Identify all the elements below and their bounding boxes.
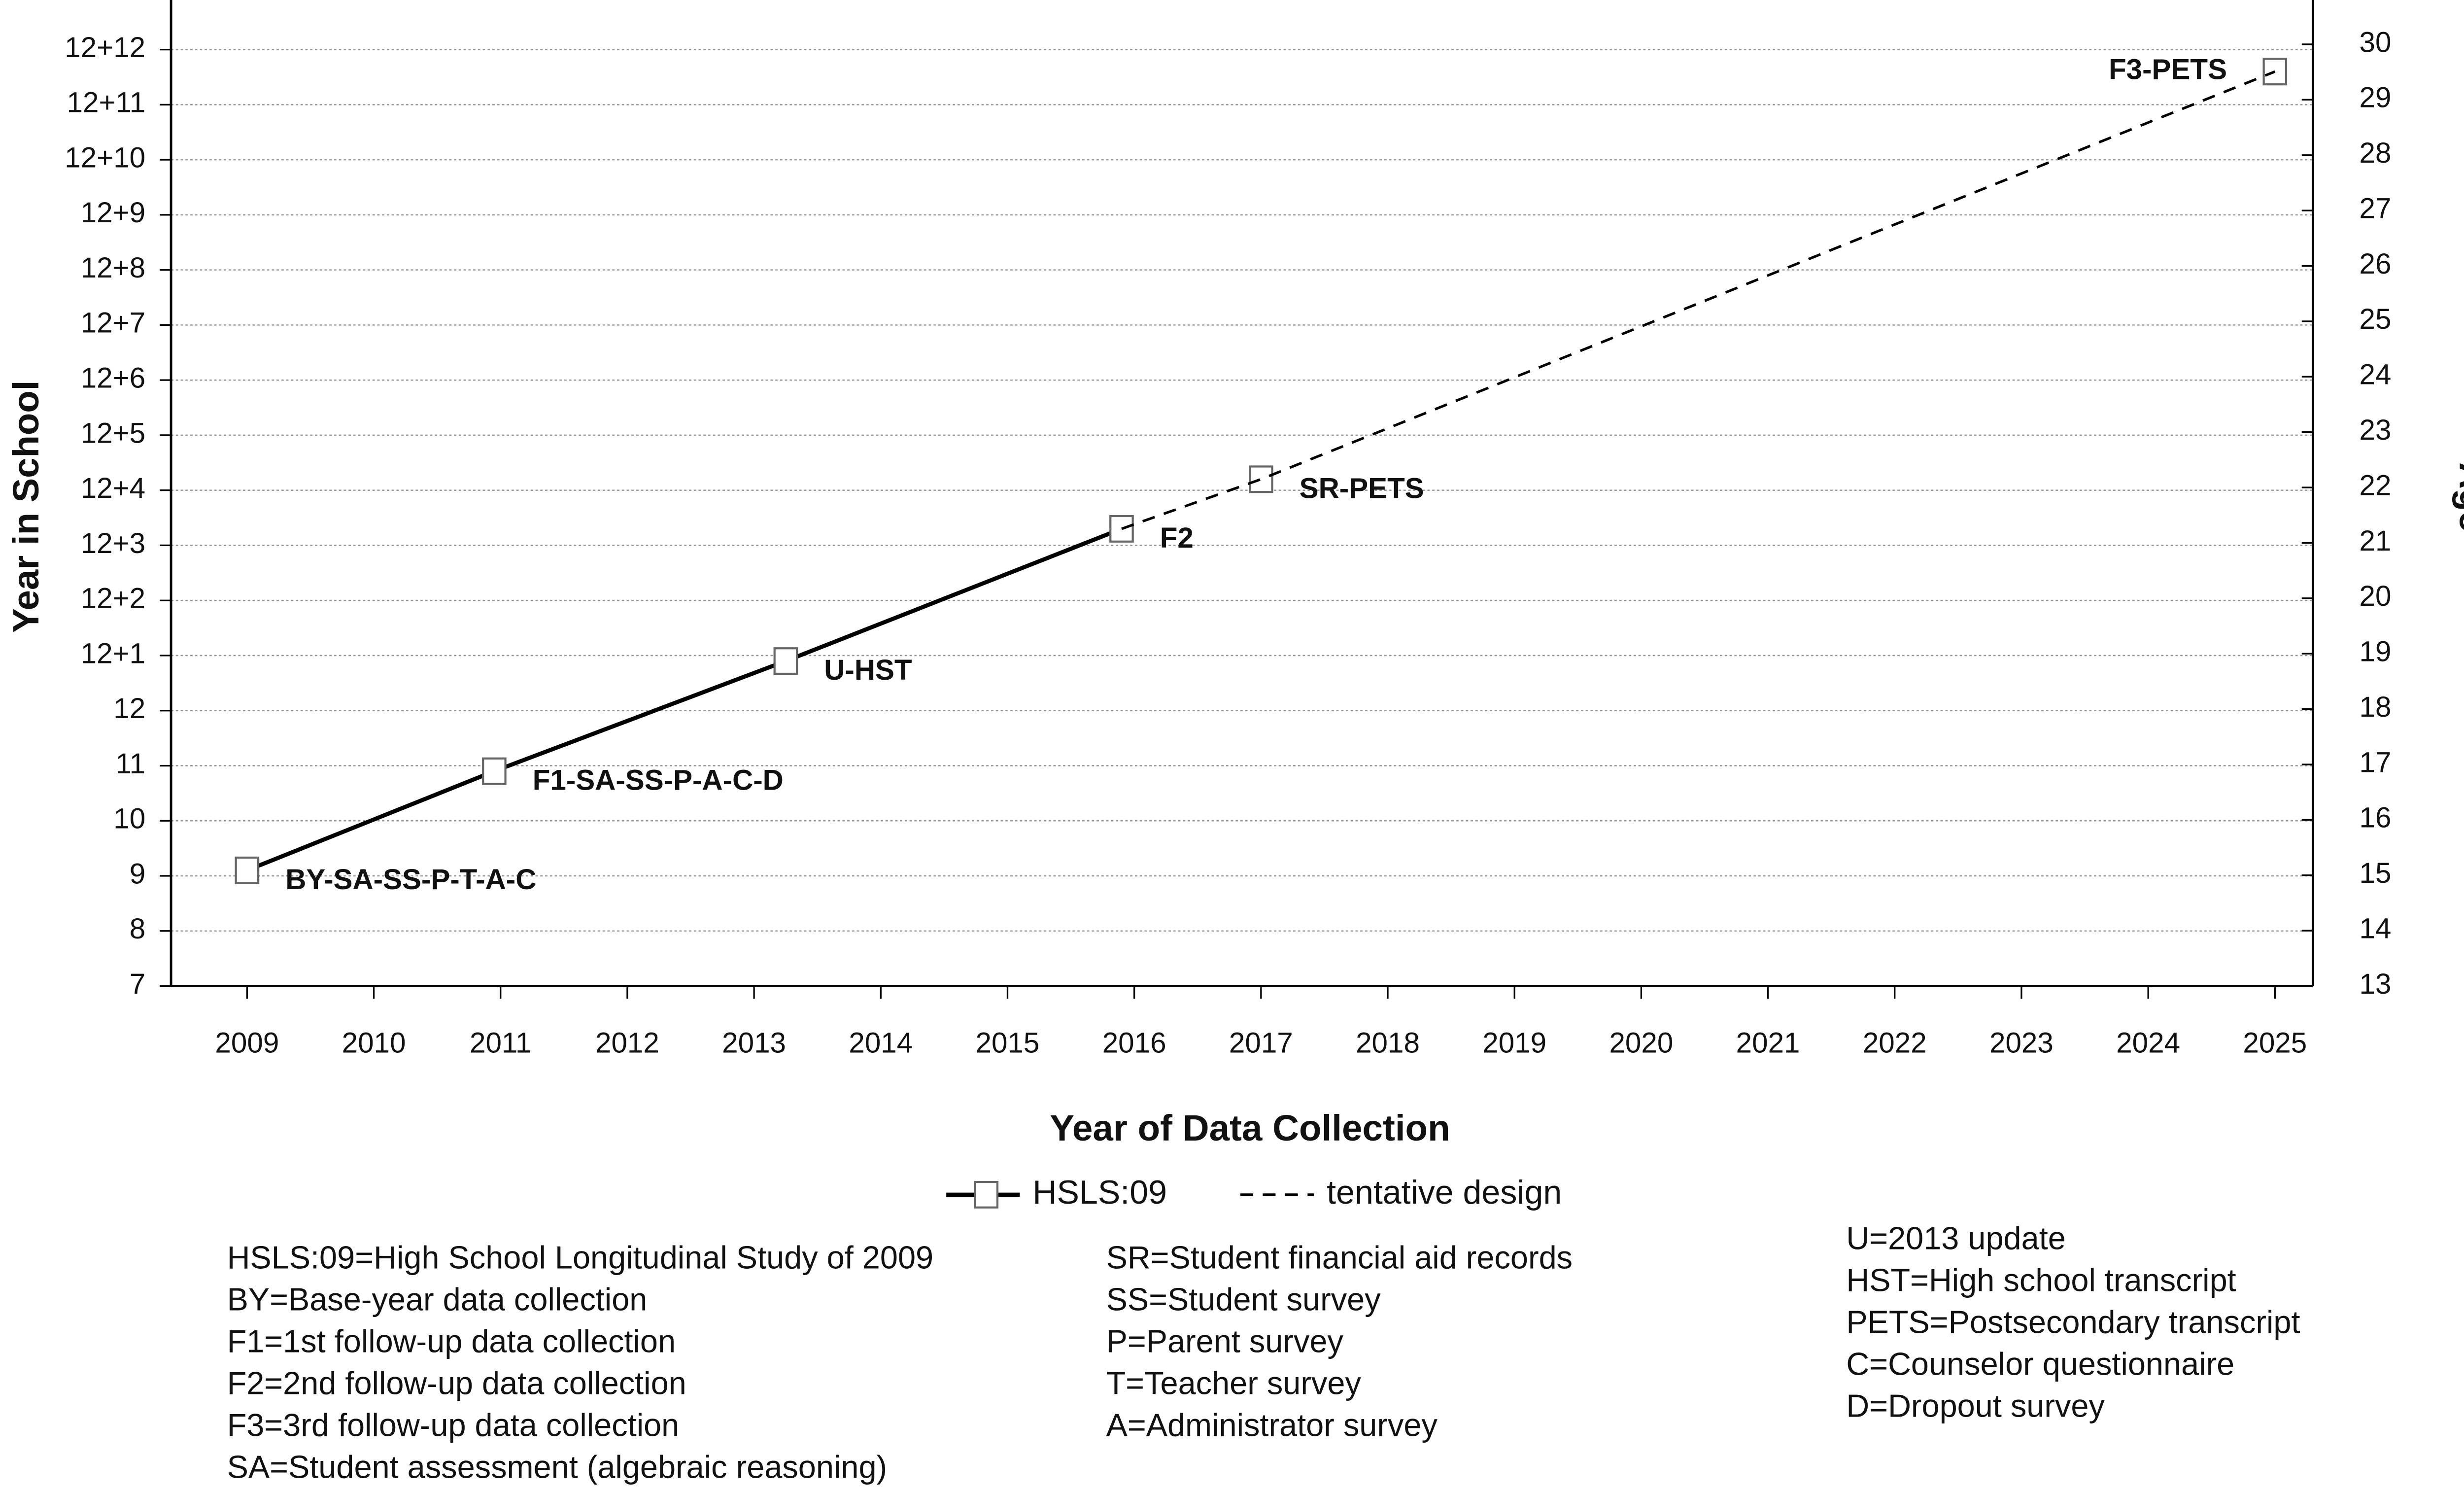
point-label: F3-PETS — [2109, 54, 2227, 86]
point-marker — [1109, 515, 1134, 543]
note: HSLS:09=High School Longitudinal Study o… — [227, 1240, 934, 1276]
note: SS=Student survey — [1106, 1282, 1381, 1318]
note: D=Dropout survey — [1846, 1388, 2105, 1424]
y2-tick-label: 19 — [2360, 636, 2392, 668]
y2-tick-label: 18 — [2360, 691, 2392, 723]
note: SR=Student financial aid records — [1106, 1240, 1573, 1276]
y-tick-label: 12+8 — [81, 252, 145, 284]
series-segment — [493, 659, 787, 773]
point-marker — [2262, 58, 2288, 86]
y2-tick-label: 16 — [2360, 802, 2392, 834]
y-tick-label: 12+2 — [81, 583, 145, 615]
y-tick-label: 12+9 — [81, 197, 145, 229]
note: PETS=Postsecondary transcript — [1846, 1304, 2300, 1340]
y2-tick-label: 15 — [2360, 857, 2392, 889]
y-tick-label: 12+6 — [81, 362, 145, 394]
y-tick-label: 7 — [130, 968, 145, 1000]
point-label: SR-PETS — [1300, 472, 1424, 504]
y2-tick-label: 23 — [2360, 414, 2392, 446]
note: A=Administrator survey — [1106, 1407, 1438, 1443]
y-tick-label: 12+12 — [65, 32, 145, 64]
y2-tick-label: 25 — [2360, 303, 2392, 335]
y-tick-label: 8 — [130, 913, 145, 945]
x-tick-label: 2025 — [2243, 1027, 2307, 1059]
x-tick-label: 2015 — [976, 1027, 1040, 1059]
y-tick-label: 12+5 — [81, 417, 145, 449]
y-tick-label: 12+3 — [81, 527, 145, 559]
x-tick-label: 2021 — [1736, 1027, 1800, 1059]
series-segment — [246, 769, 495, 872]
y2-axis-title: Age — [2452, 462, 2464, 531]
x-tick-label: 2020 — [1609, 1027, 1673, 1059]
point-label: F2 — [1160, 522, 1194, 554]
note: F3=3rd follow-up data collection — [227, 1407, 680, 1443]
x-tick-label: 2009 — [215, 1027, 279, 1059]
note: F2=2nd follow-up data collection — [227, 1365, 686, 1401]
note: BY=Base-year data collection — [227, 1282, 648, 1318]
point-label: U-HST — [824, 654, 912, 686]
note: SA=Student assessment (algebraic reasoni… — [227, 1449, 888, 1485]
point-label: BY-SA-SS-P-T-A-C — [285, 864, 536, 896]
y-tick-label: 10 — [113, 803, 145, 835]
y-tick-label: 12 — [113, 693, 145, 725]
legend-label: tentative design — [1327, 1174, 1562, 1211]
y2-tick-label: 21 — [2360, 525, 2392, 557]
note: C=Counselor questionnaire — [1846, 1346, 2234, 1382]
y2-tick-label: 27 — [2360, 193, 2392, 225]
x-tick-label: 2010 — [342, 1027, 406, 1059]
x-tick-label: 2022 — [1863, 1027, 1927, 1059]
note: P=Parent survey — [1106, 1323, 1344, 1359]
y-tick-label: 12+11 — [67, 87, 146, 119]
series-line — [1121, 70, 2276, 530]
y-tick-label: 12+4 — [81, 472, 145, 504]
y2-tick-label: 29 — [2360, 82, 2392, 114]
point-marker — [482, 757, 507, 785]
y2-tick-label: 14 — [2360, 913, 2392, 945]
y-tick-label: 12+1 — [81, 637, 145, 669]
y2-tick-label: 22 — [2360, 469, 2392, 501]
y2-tick-label: 26 — [2360, 248, 2392, 280]
x-tick-label: 2011 — [470, 1027, 532, 1059]
note: HST=High school transcript — [1846, 1262, 2236, 1298]
y2-tick-label: 24 — [2360, 359, 2392, 391]
y2-tick-label: 28 — [2360, 137, 2392, 169]
note: F1=1st follow-up data collection — [227, 1323, 676, 1359]
y-tick-label: 12+10 — [65, 142, 145, 174]
x-tick-label: 2014 — [849, 1027, 913, 1059]
x-axis-title: Year of Data Collection — [1050, 1108, 1450, 1148]
point-marker — [773, 647, 798, 675]
y-tick-label: 12+7 — [81, 307, 145, 339]
y-axis-title: Year in School — [5, 381, 46, 633]
point-marker — [235, 856, 260, 884]
y2-tick-label: 30 — [2360, 26, 2392, 58]
note: U=2013 update — [1846, 1220, 2065, 1256]
x-tick-label: 2023 — [1989, 1027, 2053, 1059]
legend-marker — [974, 1180, 999, 1209]
legend-label: HSLS:09 — [1032, 1174, 1167, 1211]
x-tick-label: 2017 — [1229, 1027, 1293, 1059]
x-tick-label: 2016 — [1102, 1027, 1166, 1059]
y-tick-label: 11 — [116, 748, 146, 780]
point-label: F1-SA-SS-P-A-C-D — [533, 764, 784, 797]
y-tick-label: 9 — [130, 858, 145, 890]
y2-tick-label: 20 — [2360, 580, 2392, 612]
y2-tick-label: 13 — [2360, 968, 2392, 1000]
x-tick-label: 2024 — [2116, 1027, 2180, 1059]
x-tick-label: 2019 — [1482, 1027, 1546, 1059]
x-tick-label: 2012 — [595, 1027, 659, 1059]
point-marker — [1249, 465, 1273, 493]
y2-tick-label: 17 — [2360, 746, 2392, 778]
x-tick-label: 2018 — [1356, 1027, 1420, 1059]
note: T=Teacher survey — [1106, 1365, 1362, 1401]
x-tick-label: 2013 — [722, 1027, 786, 1059]
series-segment — [785, 526, 1123, 663]
